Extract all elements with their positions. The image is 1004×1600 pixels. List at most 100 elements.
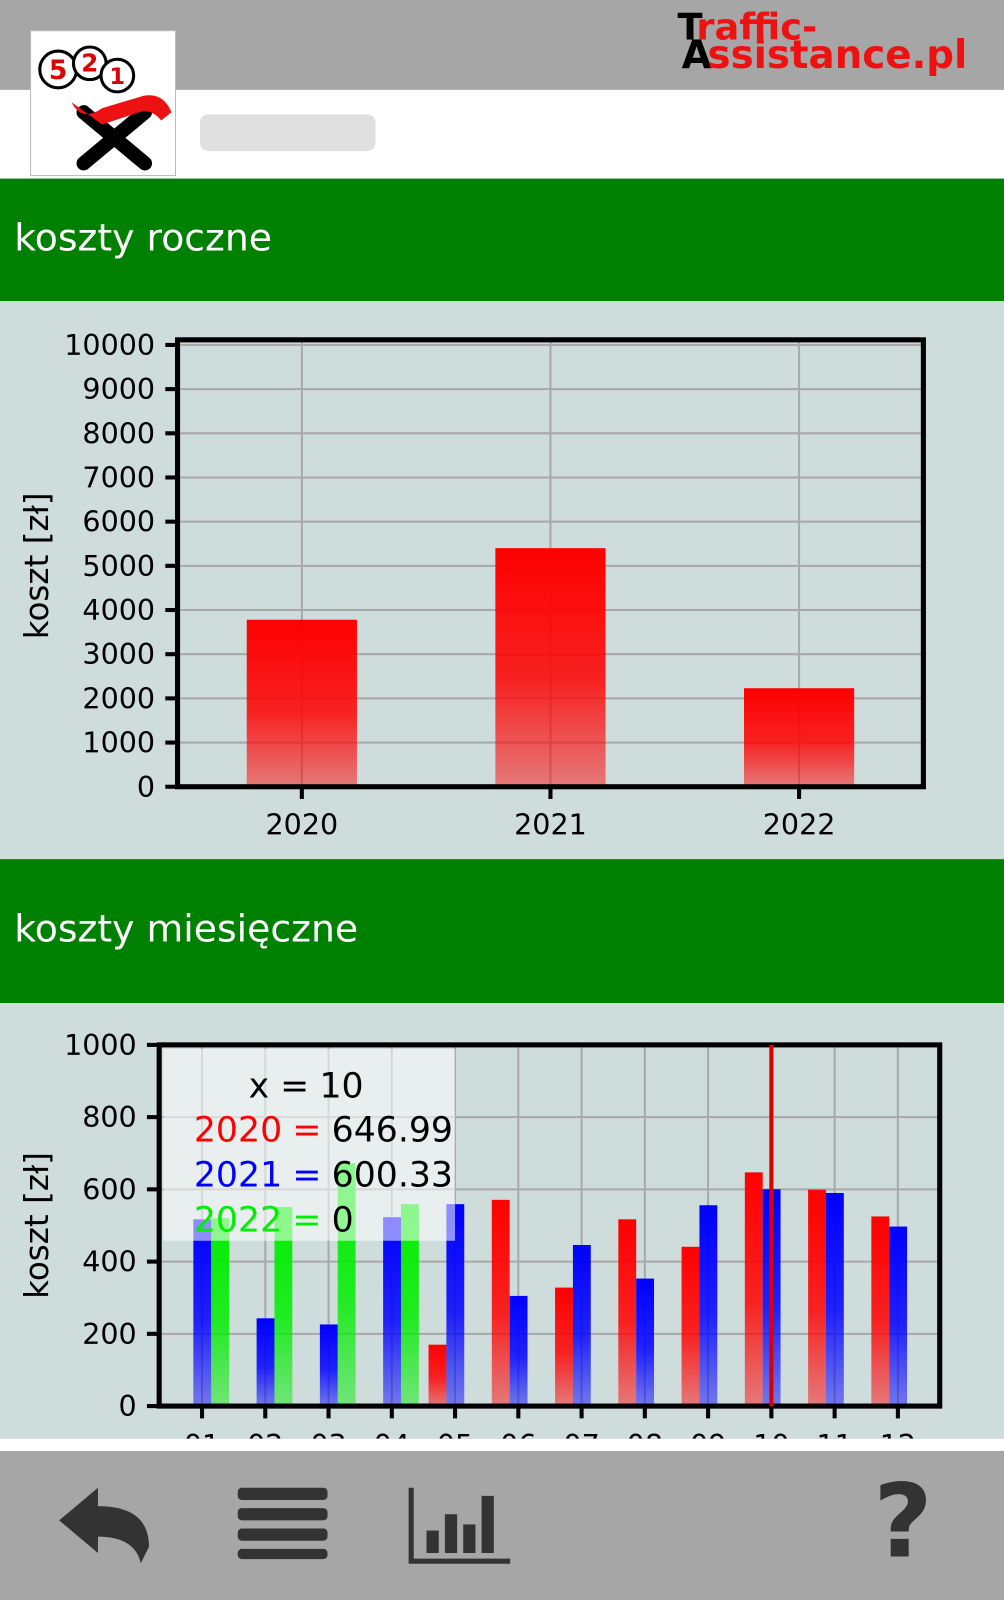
tooltip-x-label: x = [249,1067,310,1107]
tooltip-x: x = 10 [249,1067,364,1107]
y-tick-label: 800 [82,1100,137,1134]
y-tick-label: 7000 [82,461,155,495]
tooltip-line: 2022 = 0 [194,1200,354,1240]
bar [491,1199,510,1407]
y-tick-label: 200 [82,1317,137,1351]
y-tick-label: 1000 [64,1028,137,1062]
bar [211,1218,230,1407]
x-tick-label: 04 [374,1428,410,1462]
plot-frame [156,1042,943,1409]
bar [400,1204,419,1407]
logo-cross [76,105,153,171]
logo-digit: 1 [110,64,126,90]
logo-tool [71,95,172,125]
tooltip-line: 2021 = 600.33 [194,1156,453,1196]
x-tick-label: 05 [437,1428,473,1462]
logo-digit: 5 [49,55,67,86]
bottom-nav: ? [0,1450,1004,1600]
x-tick-label: 02 [247,1428,283,1462]
tooltip-series-name: 2021 [194,1156,282,1196]
plot-frame [174,337,926,790]
bar [509,1295,528,1407]
brand-initial: A [682,33,712,78]
chart-icon-bar [481,1495,494,1553]
bar [256,1318,275,1407]
section-title: koszty miesięczne [14,907,358,951]
tooltip-series-name: 2022 [194,1200,282,1240]
chart-icon-axis [408,1487,511,1564]
bar [246,619,357,787]
section-header [0,859,1004,1004]
menu-button[interactable] [237,1487,328,1560]
y-tick-label: 5000 [82,549,155,583]
plot: 0 1000 2000 3000 4000 5000 6000 7000 8000 9000 100… [64,328,926,842]
tooltip-box [163,1048,456,1241]
bar [274,1207,293,1407]
bar [383,1217,401,1407]
y-axis-label: koszt [zł] [18,1152,56,1299]
x-tick-label: 2021 [514,808,587,842]
y-tick-label: 6000 [82,505,155,539]
bar [193,1219,212,1407]
bar [572,1244,591,1407]
brand-text: raffic- [696,5,817,48]
bar [681,1246,700,1407]
bar [825,1192,844,1407]
brand: Traffic- Assistance.pl [677,5,967,78]
brand-initial: T [677,5,702,48]
tooltip-value: 646.99 [332,1111,453,1151]
bar [495,548,606,787]
bar [555,1287,573,1407]
y-tick-label: 3000 [82,637,155,671]
bar [618,1219,637,1407]
bar [636,1278,655,1407]
menu-line [237,1528,328,1541]
chart-button[interactable] [408,1487,511,1564]
chart-icon-bar [426,1530,439,1553]
bar [871,1216,890,1407]
tooltip-line: 2020 = 646.99 [194,1111,453,1151]
y-tick-label: 600 [82,1172,137,1206]
x-tick-label: 09 [690,1428,726,1462]
x-tick-label: 12 [880,1428,916,1462]
tooltip-separator: = [292,1200,321,1240]
chart-icon-bar [463,1524,476,1553]
charts: koszty roczne010002000300040005000600070… [0,178,1004,1462]
menu-line [237,1487,328,1500]
x-tick-label: 2020 [266,808,339,842]
tooltip-value: 600.33 [332,1156,453,1196]
logo-circle [99,57,136,94]
bar [319,1324,338,1407]
x-tick-label: 08 [627,1428,663,1462]
chart: koszty miesięczne 0 200 400 600 800 1000 01 02 03… [0,859,1004,1462]
separator [0,1438,1004,1451]
y-tick-label: 10000 [64,328,155,362]
y-tick-label: 1000 [82,726,155,760]
y-tick-label: 0 [137,770,155,804]
x-tick-label: 07 [563,1428,599,1462]
brand-line: Assistance.pl [682,33,968,78]
tooltip-separator: = [292,1111,321,1151]
tooltip-series-name: 2020 [194,1111,282,1151]
bar [699,1205,718,1407]
x-tick-label: 10 [753,1428,789,1462]
blurred-name [199,114,376,152]
y-tick-label: 4000 [82,593,155,627]
section-title: koszty roczne [14,215,272,259]
x-tick-label: 06 [500,1428,536,1462]
logo[interactable]: 5 2 1 [30,30,177,177]
chart: koszty roczne 0 1000 2000 3000 4000 5000 6000 70… [0,178,1004,860]
tooltip-value: 0 [332,1200,354,1240]
y-axis-label: koszt [zł] [18,492,56,639]
back-button[interactable] [59,1487,149,1564]
y-tick-label: 8000 [82,416,155,450]
help-button[interactable]: ? [873,1462,932,1581]
tooltip-x-value: 10 [319,1067,363,1107]
bar [808,1189,826,1407]
logo-digit: 2 [81,48,98,77]
bar [889,1226,908,1407]
x-tick-label: 2022 [763,808,836,842]
tooltip-separator: = [292,1156,321,1196]
